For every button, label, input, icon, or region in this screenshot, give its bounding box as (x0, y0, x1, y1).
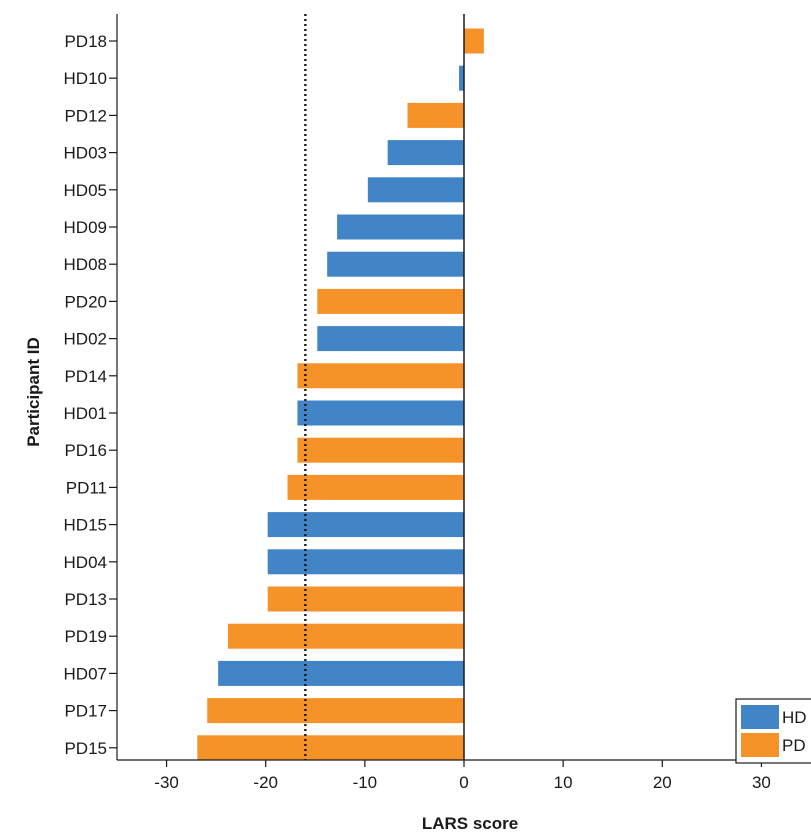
bar-hd10 (459, 65, 464, 91)
legend-swatch-hd (741, 705, 779, 729)
x-tick-label: -10 (353, 773, 378, 792)
y-tick-label: PD20 (64, 292, 107, 311)
x-tick-label: -20 (253, 773, 278, 792)
y-tick-label: PD13 (64, 590, 107, 609)
y-tick-label: PD14 (64, 367, 107, 386)
x-tick-label: 0 (459, 773, 468, 792)
y-tick-label: HD05 (64, 181, 107, 200)
y-tick-label: HD08 (64, 255, 107, 274)
y-tick-label: PD16 (64, 441, 107, 460)
y-tick-label: PD19 (64, 627, 107, 646)
bar-hd08 (327, 251, 464, 277)
y-tick-label: PD11 (66, 478, 107, 497)
y-tick-label: HD01 (64, 404, 107, 423)
bar-pd12 (407, 102, 464, 128)
y-tick-label: HD15 (64, 516, 107, 535)
x-tick-label: 10 (554, 773, 573, 792)
x-axis-title: LARS score (422, 814, 518, 833)
bar-pd11 (287, 474, 464, 500)
bar-hd07 (218, 660, 464, 686)
bar-hd05 (367, 177, 464, 203)
x-tick-label: -30 (154, 773, 179, 792)
legend-label-hd: HD (782, 708, 807, 727)
bar-pd13 (267, 586, 464, 612)
bar-pd15 (197, 735, 464, 761)
bar-pd18 (464, 28, 484, 54)
y-tick-label: PD12 (64, 106, 107, 125)
y-tick-label: HD04 (64, 553, 107, 572)
y-tick-label: PD18 (64, 32, 107, 51)
bar-pd16 (297, 437, 464, 463)
x-tick-label: 30 (752, 773, 771, 792)
bar-hd01 (297, 400, 464, 426)
y-tick-label: PD17 (64, 702, 107, 721)
bars-layer (197, 28, 484, 761)
bar-hd15 (267, 512, 464, 538)
bar-hd03 (387, 140, 464, 166)
y-tick-label: PD15 (64, 739, 107, 758)
y-axis-title: Participant ID (24, 337, 43, 447)
y-tick-label: HD09 (64, 218, 107, 237)
legend-label-pd: PD (782, 736, 806, 755)
legend-swatch-pd (741, 733, 779, 757)
ticks-layer: PD18 HD10 PD12 HD03 HD05 HD09 HD08 PD20 HD02 PD14… (64, 32, 771, 792)
y-tick-label: HD07 (64, 664, 107, 683)
axes-layer (116, 14, 811, 761)
bar-pd19 (228, 623, 464, 649)
y-tick-label: HD10 (64, 69, 107, 88)
bar-hd09 (337, 214, 464, 240)
bar-pd17 (207, 698, 464, 724)
x-tick-label: 20 (653, 773, 672, 792)
bar-hd02 (317, 326, 464, 352)
bar-pd20 (317, 288, 464, 314)
y-tick-label: HD03 (64, 144, 107, 163)
bar-pd14 (297, 363, 464, 389)
y-tick-label: HD02 (64, 330, 107, 349)
legend: HD PD (735, 698, 811, 764)
bar-hd04 (267, 549, 464, 575)
